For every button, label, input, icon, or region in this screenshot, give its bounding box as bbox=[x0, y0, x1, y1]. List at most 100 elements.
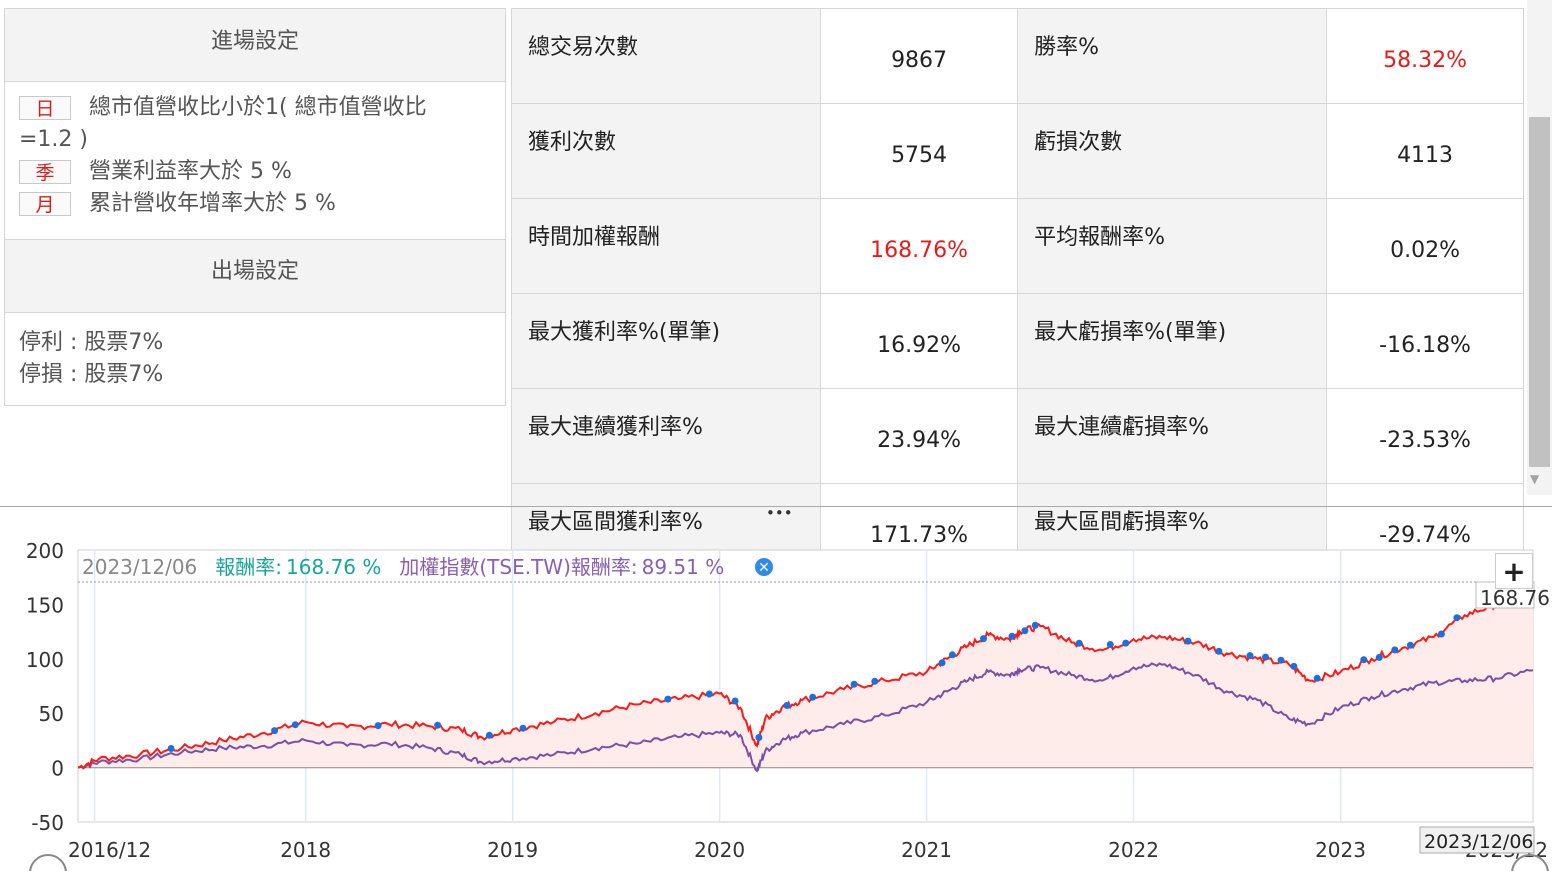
condition-text: 累計營收年增率大於 5 % bbox=[89, 191, 336, 216]
stat-value: 9867 bbox=[820, 8, 1019, 104]
trade-marker bbox=[783, 702, 791, 709]
y-tick-label: 200 bbox=[26, 539, 64, 563]
trade-marker bbox=[1437, 630, 1445, 638]
trade-marker bbox=[1246, 652, 1254, 660]
stat-label: 獲利次數 bbox=[510, 103, 822, 199]
trade-marker bbox=[1391, 646, 1399, 654]
quarterly-tag: 季 bbox=[19, 160, 71, 184]
trade-marker bbox=[731, 697, 739, 705]
trade-marker bbox=[291, 721, 299, 729]
trade-marker bbox=[1215, 647, 1223, 655]
last-value-label: 168.76 bbox=[1480, 586, 1550, 610]
stat-value: 16.92% bbox=[820, 293, 1019, 389]
trade-marker bbox=[755, 734, 763, 741]
legend-item: 報酬率: bbox=[215, 555, 282, 579]
x-tick-label: 2020 bbox=[694, 838, 745, 862]
trade-marker bbox=[1122, 639, 1130, 647]
stat-value: 5754 bbox=[820, 103, 1019, 199]
trade-marker bbox=[809, 693, 817, 701]
x-tick-label: 2016/12 bbox=[68, 838, 151, 862]
y-tick-label: 50 bbox=[39, 702, 64, 726]
index-series-line bbox=[77, 662, 1534, 773]
stat-value: 0.02% bbox=[1326, 198, 1524, 294]
stat-value: 4113 bbox=[1326, 103, 1524, 199]
trade-marker bbox=[1277, 656, 1285, 664]
trade-marker bbox=[167, 745, 175, 752]
entry-condition-daily: 日總市值營收比小於1( 總市值營收比 bbox=[19, 92, 505, 124]
trade-marker bbox=[1313, 674, 1321, 682]
entry-condition-daily-cont: =1.2 ) bbox=[19, 127, 88, 152]
stat-label: 虧損次數 bbox=[1017, 103, 1328, 199]
entry-condition-monthly: 月累計營收年增率大於 5 % bbox=[19, 188, 505, 220]
daily-tag: 日 bbox=[19, 96, 71, 120]
stat-value: -23.53% bbox=[1326, 388, 1524, 484]
scrollbar-thumb[interactable] bbox=[1529, 117, 1550, 467]
navigator-left-handle-icon[interactable] bbox=[29, 854, 67, 871]
trade-marker bbox=[1453, 614, 1461, 622]
trade-marker bbox=[434, 721, 442, 729]
y-tick-label: -50 bbox=[31, 811, 64, 835]
trade-marker bbox=[980, 635, 987, 643]
scroll-down-arrow-icon[interactable]: ▼ bbox=[1530, 472, 1540, 486]
strategy-area bbox=[78, 584, 1533, 768]
panel-splitter[interactable] bbox=[0, 506, 1552, 507]
legend-item: 89.51 % bbox=[642, 555, 725, 579]
stats-row: 時間加權報酬 168.76% 平均報酬率% 0.02% bbox=[510, 198, 1524, 294]
y-tick-label: 100 bbox=[26, 648, 64, 672]
backtest-stats-table: 總交易次數 9867 勝率% 58.32% 獲利次數 5754 虧損次數 4113 時間加權報酬… bbox=[510, 8, 1524, 579]
condition-text: 營業利益率大於 5 % bbox=[89, 159, 292, 184]
crosshair-date-box bbox=[1419, 826, 1535, 854]
crosshair-date-label: 2023/12/06 bbox=[1424, 831, 1534, 853]
stop-loss-text: 停損 : 股票7% bbox=[19, 362, 164, 387]
trade-marker bbox=[1184, 637, 1192, 645]
x-tick-label: 2019 bbox=[487, 838, 538, 862]
exit-conditions: 停利 : 股票7% 停損 : 股票7% bbox=[5, 313, 505, 391]
y-tick-label: 150 bbox=[26, 593, 64, 617]
trade-marker bbox=[1008, 632, 1016, 640]
stat-label: 最大獲利率%(單筆) bbox=[510, 293, 822, 389]
legend-close-icon[interactable] bbox=[755, 558, 773, 576]
trade-marker bbox=[1360, 656, 1368, 664]
zoom-in-button[interactable]: + bbox=[1495, 553, 1533, 589]
trade-marker bbox=[1031, 621, 1039, 629]
legend-item: 加權指數(TSE.TW)報酬率: bbox=[399, 555, 637, 579]
trade-marker bbox=[1106, 641, 1114, 648]
trade-marker bbox=[1075, 639, 1083, 647]
stat-label: 最大連續獲利率% bbox=[510, 388, 822, 484]
condition-text: 總市值營收比小於1( 總市值營收比 bbox=[89, 95, 427, 120]
trade-marker bbox=[938, 659, 946, 667]
stat-value: -16.18% bbox=[1326, 293, 1524, 389]
trade-marker bbox=[871, 677, 879, 685]
exit-settings-title: 出場設定 bbox=[5, 240, 505, 313]
navigator-right-handle-icon[interactable] bbox=[1511, 854, 1549, 871]
trade-marker bbox=[1375, 653, 1383, 661]
stat-label: 最大連續虧損率% bbox=[1017, 388, 1328, 484]
stats-row: 最大連續獲利率% 23.94% 最大連續虧損率% -23.53% bbox=[510, 388, 1524, 484]
trade-marker bbox=[1290, 662, 1298, 670]
trade-marker bbox=[1021, 627, 1029, 635]
splitter-handle-icon[interactable]: ••• bbox=[766, 504, 793, 522]
y-tick-label: 0 bbox=[51, 757, 64, 781]
entry-settings-title: 進場設定 bbox=[5, 9, 505, 82]
x-tick-label: 2021 bbox=[901, 838, 952, 862]
trade-marker bbox=[1262, 653, 1269, 661]
x-tick-label: 2023 bbox=[1315, 838, 1366, 862]
stat-label: 總交易次數 bbox=[510, 8, 822, 104]
x-tick-label: 2022 bbox=[1108, 838, 1159, 862]
strategy-settings-panel: 進場設定 日總市值營收比小於1( 總市值營收比 =1.2 ) 季營業利益率大於 … bbox=[4, 8, 506, 406]
stats-row: 最大獲利率%(單筆) 16.92% 最大虧損率%(單筆) -16.18% bbox=[510, 293, 1524, 389]
trade-marker bbox=[374, 722, 382, 730]
stat-label: 平均報酬率% bbox=[1017, 198, 1328, 294]
trade-marker bbox=[1406, 641, 1414, 649]
x-tick-label: 2018 bbox=[280, 838, 331, 862]
entry-conditions: 日總市值營收比小於1( 總市值營收比 =1.2 ) 季營業利益率大於 5 % 月… bbox=[5, 82, 505, 240]
stat-label: 最大虧損率%(單筆) bbox=[1017, 293, 1328, 389]
trade-marker bbox=[850, 680, 858, 688]
entry-condition-quarterly: 季營業利益率大於 5 % bbox=[19, 156, 505, 188]
trade-marker bbox=[705, 690, 713, 698]
stat-value: 168.76% bbox=[820, 198, 1019, 294]
stat-value: 58.32% bbox=[1326, 8, 1524, 104]
trade-marker bbox=[948, 651, 956, 659]
trade-marker bbox=[519, 724, 527, 732]
